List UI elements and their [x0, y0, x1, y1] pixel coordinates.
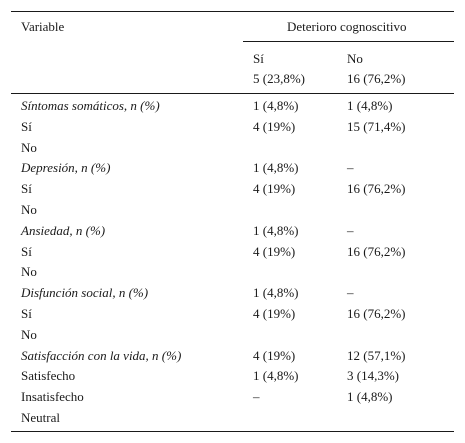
- row-value-si: 1 (4,8%): [253, 223, 299, 238]
- row-value-si: 1 (4,8%): [253, 285, 299, 300]
- row-value-no: –: [347, 285, 354, 300]
- table-top-rule: [11, 11, 454, 12]
- row-label: Síntomas somáticos, n (%): [21, 98, 160, 113]
- header-variable: Variable: [21, 19, 65, 34]
- row-label: Depresión, n (%): [21, 160, 111, 175]
- row-value-no: 16 (76,2%): [347, 181, 406, 196]
- row-value-no: 1 (4,8%): [347, 389, 393, 404]
- row-label: Satisfacción con la vida, n (%): [21, 348, 182, 363]
- row-value-no: 16 (76,2%): [347, 244, 406, 259]
- row-value-no: 16 (76,2%): [347, 306, 406, 321]
- header-bottom-rule: [11, 93, 454, 94]
- row-label: Neutral: [21, 410, 60, 425]
- row-value-no: 3 (14,3%): [347, 368, 399, 383]
- row-value-no: 15 (71,4%): [347, 119, 406, 134]
- row-label: Satisfecho: [21, 368, 76, 383]
- row-label: Sí: [21, 244, 32, 259]
- row-value-si: –: [253, 389, 260, 404]
- row-value-no: 12 (57,1%): [347, 348, 406, 363]
- row-label: No: [21, 264, 37, 279]
- header-col-si: Sí: [253, 51, 264, 66]
- row-value-no: 1 (4,8%): [347, 98, 393, 113]
- row-label: No: [21, 140, 37, 155]
- row-label: No: [21, 327, 37, 342]
- row-label: No: [21, 202, 37, 217]
- row-label: Sí: [21, 119, 32, 134]
- row-value-si: 1 (4,8%): [253, 98, 299, 113]
- row-label: Disfunción social, n (%): [21, 285, 149, 300]
- row-label: Ansiedad, n (%): [21, 223, 106, 238]
- row-value-no: –: [347, 223, 354, 238]
- row-value-si: 4 (19%): [253, 181, 296, 196]
- row-value-no: –: [347, 160, 354, 175]
- header-group: Deterioro cognoscitivo: [287, 19, 407, 34]
- header-n-si: 5 (23,8%): [253, 71, 305, 86]
- row-value-si: 4 (19%): [253, 244, 296, 259]
- row-value-si: 4 (19%): [253, 306, 296, 321]
- row-value-si: 1 (4,8%): [253, 368, 299, 383]
- row-label: Insatisfecho: [21, 389, 84, 404]
- header-n-no: 16 (76,2%): [347, 71, 406, 86]
- table-bottom-rule: [11, 431, 454, 432]
- row-label: Sí: [21, 181, 32, 196]
- row-value-si: 4 (19%): [253, 119, 296, 134]
- row-label: Sí: [21, 306, 32, 321]
- header-col-no: No: [347, 51, 363, 66]
- row-value-si: 1 (4,8%): [253, 160, 299, 175]
- row-value-si: 4 (19%): [253, 348, 296, 363]
- group-rule: [243, 41, 454, 42]
